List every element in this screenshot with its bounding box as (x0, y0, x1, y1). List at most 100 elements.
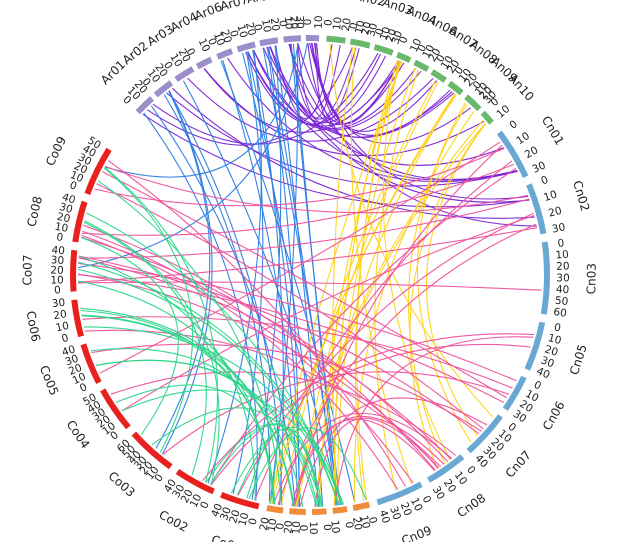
tick-label: 0 (434, 53, 448, 65)
chromosome-label-co05: Co05 (37, 363, 62, 397)
synteny-link (155, 90, 211, 449)
synteny-link (294, 144, 503, 507)
tick-label: 0 (60, 332, 69, 345)
tick-label: 20 (53, 308, 68, 322)
chromosome-segment-an07 (430, 69, 447, 83)
tick-label: 50 (81, 391, 99, 408)
tick-label: 30 (64, 353, 81, 369)
tick-label: 10 (357, 514, 372, 530)
tick-label: 30 (58, 201, 74, 216)
synteny-link (78, 255, 256, 501)
synteny-link (205, 423, 324, 507)
synteny-link (121, 214, 535, 412)
synteny-link (292, 43, 339, 506)
synteny-link (408, 103, 468, 465)
chromosome-segment-ar06 (216, 48, 233, 60)
synteny-link (78, 262, 517, 382)
chromosome-segment-co08 (72, 200, 88, 243)
synteny-link (307, 42, 401, 125)
synteny-link (104, 43, 299, 178)
tick-label: 10 (167, 52, 184, 70)
tick-label: 0 (416, 43, 430, 54)
tick-label: 30 (218, 505, 234, 522)
synteny-link (78, 227, 538, 283)
synteny-link (107, 160, 406, 487)
tick-label: 40 (535, 365, 552, 381)
tick-label: 0 (342, 521, 355, 529)
tick-label: 10 (196, 37, 213, 54)
tick-label: 10 (547, 332, 563, 347)
tick-label: 40 (86, 399, 104, 416)
tick-label: 50 (554, 295, 569, 308)
tick-label: 30 (365, 22, 380, 38)
synteny-link (353, 110, 475, 503)
chromosome-label-ar08: Ar08 (246, 0, 276, 6)
tick-label: 40 (209, 502, 225, 519)
tick-label: 0 (276, 20, 289, 28)
synteny-link (162, 90, 213, 455)
synteny-link (273, 412, 453, 505)
tick-label: 0 (227, 29, 240, 39)
chromosome-label-co08: Co08 (24, 195, 45, 228)
tick-label: 30 (530, 159, 547, 176)
chromosome-segment-co09 (84, 147, 112, 195)
synteny-link (293, 120, 484, 507)
chromosome-segment-an02 (349, 38, 371, 49)
tick-label: 0 (299, 524, 311, 531)
synteny-link (311, 42, 472, 144)
chromosome-segment-at03 (312, 508, 327, 515)
tick-label: 10 (307, 521, 319, 535)
chromosome-segment-co07 (70, 249, 78, 292)
synteny-link (97, 180, 283, 506)
synteny-link (293, 415, 445, 507)
chromosome-segment-cn05 (524, 321, 546, 371)
synteny-link (220, 60, 356, 503)
tick-label: 0 (68, 179, 78, 193)
chromosome-segment-an06 (413, 59, 430, 72)
tick-label: 20 (523, 144, 541, 161)
synteny-link (237, 212, 534, 496)
chromosome-segment-co04 (100, 388, 131, 430)
synteny-link (104, 165, 529, 214)
chromosome-label-an02: An02 (353, 0, 386, 9)
tick-label: 20 (72, 160, 89, 177)
tick-label: 20 (176, 47, 193, 65)
synteny-link (81, 234, 399, 490)
chromosome-segment-at05 (266, 505, 284, 514)
chromosome-segment-an08 (447, 80, 464, 96)
chromosome-label-cn05: Cn05 (567, 343, 590, 377)
synteny-link (207, 49, 262, 484)
tick-label: 30 (556, 272, 570, 284)
synteny-link (262, 47, 340, 506)
synteny-link (315, 43, 360, 120)
tick-label: 30 (387, 505, 403, 522)
synteny-link (271, 93, 456, 505)
synteny-link (150, 105, 296, 507)
synteny-link (96, 183, 484, 430)
tick-label: 0 (553, 321, 562, 334)
tick-label: 10 (328, 520, 341, 535)
chromosome-segment-ar09 (283, 35, 301, 43)
tick-label: 10 (71, 371, 88, 387)
chromosome-segment-an09 (464, 94, 482, 112)
tick-label: 20 (398, 501, 414, 518)
chromosome-segment-at02 (332, 506, 348, 514)
chromosome-segment-an03 (373, 44, 394, 56)
tick-label: 40 (80, 143, 98, 160)
tick-label: 10 (523, 388, 540, 405)
tick-label: 0 (78, 381, 89, 395)
synteny-link (266, 46, 505, 166)
chromosome-label-cn08: Cn08 (455, 491, 489, 520)
chromosome-label-cn07: Cn07 (503, 448, 534, 481)
chromosome-segment-co06 (71, 299, 84, 338)
synteny-link (83, 221, 207, 475)
chromosome-segment-ar01 (135, 96, 154, 115)
chromosome-label-co07: Co07 (20, 254, 35, 285)
chromosome-segment-an10 (480, 110, 494, 125)
synteny-link (94, 147, 505, 207)
tick-label: 20 (50, 264, 64, 276)
synteny-link (110, 371, 457, 456)
tick-label: 20 (384, 27, 400, 44)
chromosome-segment-cn02 (526, 183, 547, 235)
synteny-link (337, 67, 416, 506)
